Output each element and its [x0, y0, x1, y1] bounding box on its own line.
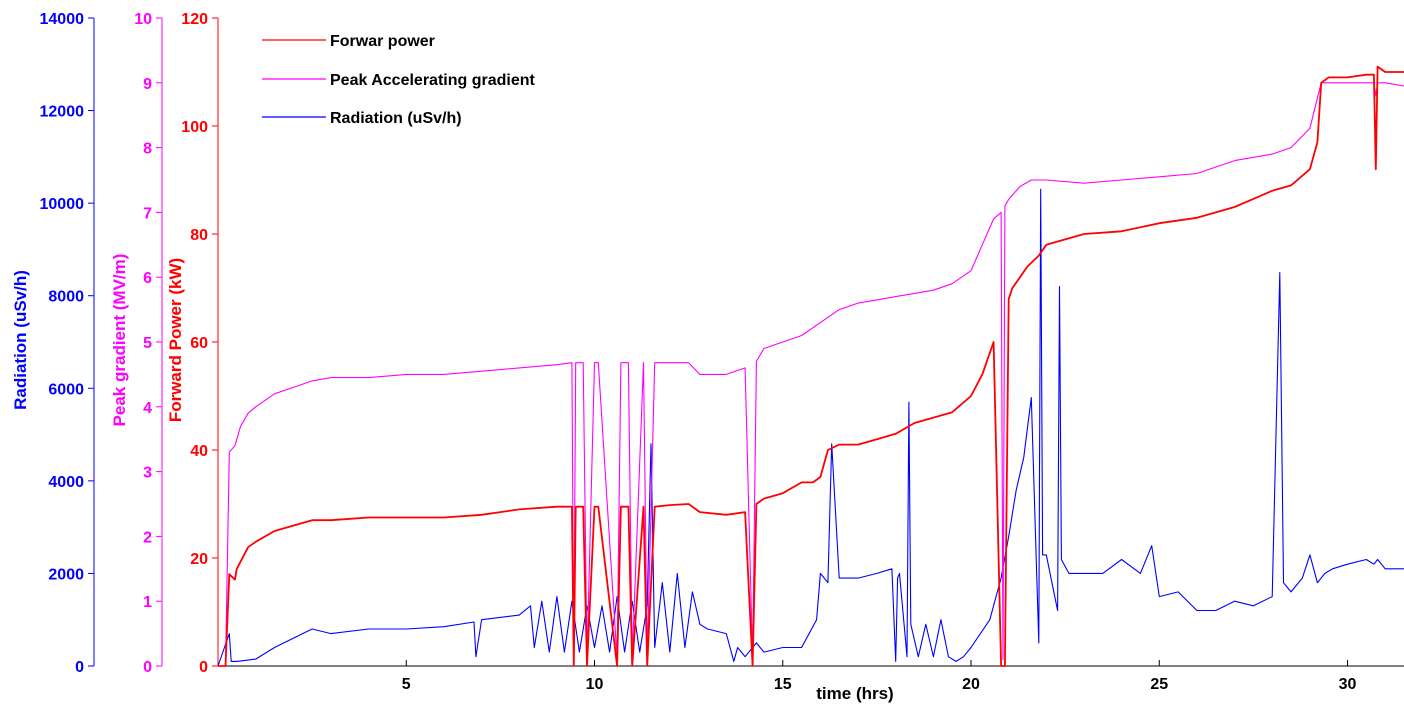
y-tick-label-radiation: 12000	[40, 104, 85, 121]
x-tick-label: 10	[586, 676, 604, 693]
legend: Forwar power Peak Accelerating gradient …	[262, 33, 535, 127]
y-tick-label-radiation: 6000	[48, 381, 84, 398]
y-tick-label-gradient: 6	[143, 270, 152, 287]
y-axis-title-gradient: Peak gradient (MV/m)	[110, 254, 129, 427]
y-tick-label-radiation: 10000	[40, 196, 85, 213]
x-tick-label: 25	[1150, 676, 1168, 693]
legend-label-power: Forwar power	[330, 33, 435, 50]
y-tick-label-gradient: 7	[143, 205, 152, 222]
y-axis-title-radiation: Radiation (uSv/h)	[11, 270, 30, 410]
series-line-gradient	[218, 83, 1404, 666]
x-tick-label: 5	[402, 676, 411, 693]
y-tick-label-gradient: 5	[143, 335, 152, 352]
y-tick-label-gradient: 8	[143, 141, 152, 158]
y-tick-label-radiation: 4000	[48, 474, 84, 491]
x-tick-label: 20	[962, 676, 980, 693]
y-tick-label-power: 20	[190, 551, 208, 568]
y-tick-label-gradient: 3	[143, 465, 152, 482]
y-tick-label-gradient: 9	[143, 76, 152, 93]
y-tick-label-power: 40	[190, 443, 208, 460]
series-line-radiation	[218, 189, 1404, 666]
y-tick-label-gradient: 2	[143, 529, 152, 546]
y-tick-label-radiation: 14000	[40, 11, 85, 28]
y-tick-label-gradient: 10	[134, 11, 152, 28]
x-axis-title: time (hrs)	[816, 684, 893, 703]
y-tick-label-gradient: 1	[143, 594, 152, 611]
series-line-power	[218, 67, 1404, 666]
series-layer	[218, 67, 1404, 666]
y-tick-label-radiation: 0	[75, 659, 84, 676]
y-tick-label-power: 100	[181, 119, 208, 136]
y-tick-label-power: 60	[190, 335, 208, 352]
y-tick-label-radiation: 8000	[48, 289, 84, 306]
legend-label-gradient: Peak Accelerating gradient	[330, 72, 535, 89]
y-tick-label-power: 120	[181, 11, 208, 28]
y-tick-label-power: 0	[199, 659, 208, 676]
legend-label-radiation: Radiation (uSv/h)	[330, 110, 462, 127]
y-tick-label-power: 80	[190, 227, 208, 244]
x-tick-label: 15	[774, 676, 792, 693]
axes-layer: 5 10 15 20 25 3002000400060008000100001200014…	[40, 11, 1404, 693]
y-tick-label-gradient: 0	[143, 659, 152, 676]
y-axis-title-power: Forward Power (kW)	[166, 258, 185, 422]
y-tick-label-gradient: 4	[143, 400, 152, 417]
y-tick-label-radiation: 2000	[48, 566, 84, 583]
x-tick-label: 30	[1339, 676, 1357, 693]
